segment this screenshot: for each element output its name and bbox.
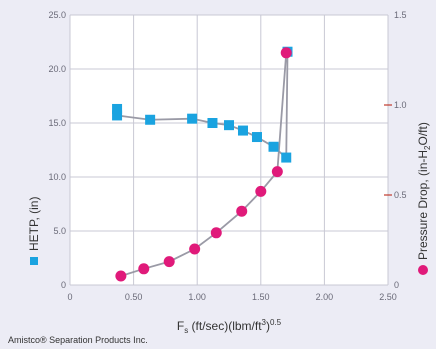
- hetp-point: [112, 110, 123, 121]
- y-left-tick-label: 25.0: [48, 10, 66, 20]
- square-legend-icon: [30, 257, 38, 265]
- x-tick-label: 1.50: [252, 292, 270, 302]
- hetp-point: [281, 152, 292, 163]
- left-axis-title: HETP, (in): [27, 197, 41, 251]
- series-markers: [112, 46, 293, 282]
- right-tick-marks: [384, 104, 392, 196]
- pressure-drop-point: [271, 166, 283, 178]
- hetp-point: [145, 114, 156, 125]
- y-right-tick-label: 0.5: [394, 190, 407, 200]
- x-tick-label: 1.00: [188, 292, 206, 302]
- hetp-point: [112, 103, 123, 114]
- y-right-tick-label: 1.0: [394, 100, 407, 110]
- left-axis-title-group: HETP, (in): [27, 197, 41, 265]
- pressure-drop-point: [138, 263, 150, 275]
- plot-area: [70, 15, 388, 285]
- x-tick-label: 0: [67, 292, 72, 302]
- y-left-tick-label: 0: [61, 280, 66, 290]
- credit-text: Amistco® Separation Products Inc.: [8, 335, 148, 345]
- hetp-point: [224, 120, 234, 131]
- tick-labels: 0 0.50 1.00 1.50 2.00 2.5005.010.015.020.025.…: [48, 10, 406, 302]
- right-axis-title: Pressure Drop, (in-H2O/ft): [416, 122, 432, 260]
- hetp-point: [237, 125, 248, 136]
- x-tick-label: 0.50: [125, 292, 143, 302]
- pressure-drop-point: [255, 185, 267, 197]
- x-tick-label: 2.00: [316, 292, 334, 302]
- pressure-drop-point: [236, 205, 248, 217]
- right-axis-title-group: Pressure Drop, (in-H2O/ft): [416, 122, 432, 275]
- grid-lines: [69, 14, 389, 286]
- hetp-point: [207, 118, 218, 128]
- y-left-tick-label: 15.0: [48, 118, 66, 128]
- pressure-drop-point: [115, 270, 127, 282]
- hetp-point: [251, 132, 262, 143]
- x-tick-label: 2.50: [379, 292, 397, 302]
- y-right-tick-label: 1.5: [394, 10, 407, 20]
- pressure-drop-point: [189, 243, 201, 255]
- y-left-tick-label: 20.0: [48, 64, 66, 74]
- pressure-drop-point: [280, 47, 292, 59]
- y-right-tick-label: 0: [394, 280, 399, 290]
- y-left-tick-label: 5.0: [53, 226, 66, 236]
- hetp-point: [187, 113, 198, 124]
- pressure-drop-point: [210, 227, 222, 239]
- pressure-drop-point: [163, 256, 175, 268]
- hetp-point: [268, 141, 279, 152]
- circle-legend-icon: [418, 265, 428, 275]
- x-axis-title: Fs (ft/sec)(lbm/ft3)0.5: [177, 318, 282, 335]
- y-left-tick-label: 10.0: [48, 172, 66, 182]
